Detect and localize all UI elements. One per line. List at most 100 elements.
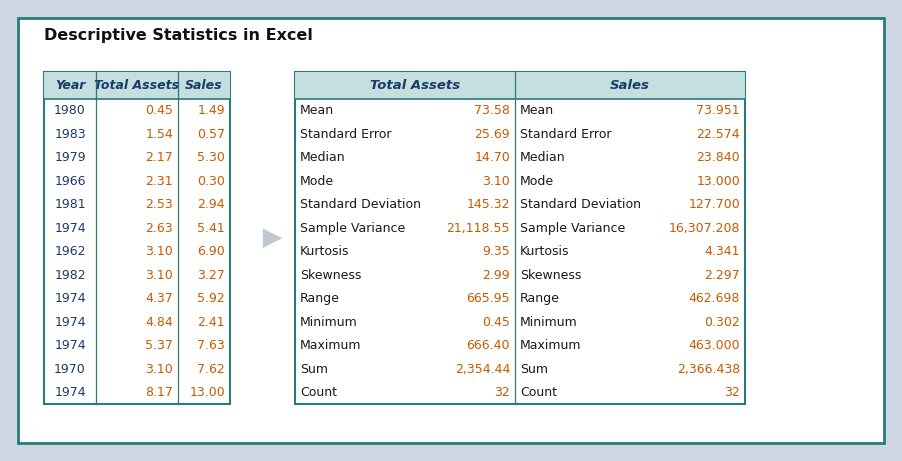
Text: 23.840: 23.840: [696, 151, 740, 164]
Text: 127.700: 127.700: [688, 198, 740, 211]
Text: 3.10: 3.10: [483, 175, 510, 188]
Text: 1.54: 1.54: [145, 128, 173, 141]
Text: Count: Count: [520, 386, 557, 399]
Text: 2,366.438: 2,366.438: [676, 363, 740, 376]
Text: 1966: 1966: [54, 175, 86, 188]
Text: 5.30: 5.30: [198, 151, 225, 164]
Text: Mode: Mode: [520, 175, 554, 188]
Text: 1974: 1974: [54, 386, 86, 399]
Text: 4.37: 4.37: [145, 292, 173, 305]
Text: 3.27: 3.27: [198, 269, 225, 282]
Text: 665.95: 665.95: [466, 292, 510, 305]
Text: 4.341: 4.341: [704, 245, 740, 258]
Text: 1974: 1974: [54, 292, 86, 305]
Text: 1981: 1981: [54, 198, 86, 211]
Text: 25.69: 25.69: [474, 128, 510, 141]
Text: Year: Year: [55, 79, 85, 92]
Text: 73.951: 73.951: [696, 104, 740, 117]
Text: Range: Range: [300, 292, 340, 305]
Text: Skewness: Skewness: [300, 269, 362, 282]
Text: Sales: Sales: [185, 79, 223, 92]
Text: Median: Median: [520, 151, 566, 164]
Text: 9.35: 9.35: [483, 245, 510, 258]
Text: Skewness: Skewness: [520, 269, 582, 282]
Text: 2.31: 2.31: [145, 175, 173, 188]
Text: Maximum: Maximum: [520, 339, 582, 352]
Text: 1962: 1962: [54, 245, 86, 258]
Bar: [44, 72, 230, 404]
Text: Total Assets: Total Assets: [95, 79, 179, 92]
Text: Standard Deviation: Standard Deviation: [300, 198, 421, 211]
Text: 1.49: 1.49: [198, 104, 225, 117]
Text: 3.10: 3.10: [145, 245, 173, 258]
Text: 0.57: 0.57: [197, 128, 225, 141]
Text: 2.297: 2.297: [704, 269, 740, 282]
Text: Standard Deviation: Standard Deviation: [520, 198, 641, 211]
Text: Sales: Sales: [610, 79, 650, 92]
Text: 1970: 1970: [54, 363, 86, 376]
Text: Mode: Mode: [300, 175, 334, 188]
Text: 1979: 1979: [54, 151, 86, 164]
Text: Range: Range: [520, 292, 560, 305]
Text: Total Assets: Total Assets: [370, 79, 460, 92]
Text: 73.58: 73.58: [474, 104, 510, 117]
Text: Minimum: Minimum: [520, 316, 578, 329]
Text: 2.41: 2.41: [198, 316, 225, 329]
Text: 14.70: 14.70: [474, 151, 510, 164]
Text: 145.32: 145.32: [466, 198, 510, 211]
Text: 0.30: 0.30: [198, 175, 225, 188]
Text: 6.90: 6.90: [198, 245, 225, 258]
Text: 21,118.55: 21,118.55: [446, 222, 510, 235]
Text: Kurtosis: Kurtosis: [300, 245, 349, 258]
Text: Minimum: Minimum: [300, 316, 358, 329]
Text: 0.45: 0.45: [145, 104, 173, 117]
Text: 3.10: 3.10: [145, 363, 173, 376]
Text: 5.37: 5.37: [145, 339, 173, 352]
Text: 666.40: 666.40: [466, 339, 510, 352]
Bar: [295, 72, 745, 404]
Text: 1974: 1974: [54, 222, 86, 235]
Text: 0.45: 0.45: [483, 316, 510, 329]
Text: Sum: Sum: [300, 363, 328, 376]
Text: 5.92: 5.92: [198, 292, 225, 305]
Text: 7.63: 7.63: [198, 339, 225, 352]
Text: 2.99: 2.99: [483, 269, 510, 282]
Text: 4.84: 4.84: [145, 316, 173, 329]
Bar: [295, 72, 745, 99]
Text: Mean: Mean: [300, 104, 334, 117]
Text: Count: Count: [300, 386, 337, 399]
Text: Sample Variance: Sample Variance: [300, 222, 405, 235]
Text: 16,307.208: 16,307.208: [668, 222, 740, 235]
Text: 462.698: 462.698: [688, 292, 740, 305]
Text: 13.000: 13.000: [696, 175, 740, 188]
Text: 5.41: 5.41: [198, 222, 225, 235]
Text: 2.53: 2.53: [145, 198, 173, 211]
Text: 1982: 1982: [54, 269, 86, 282]
Text: 22.574: 22.574: [696, 128, 740, 141]
Text: Standard Error: Standard Error: [300, 128, 391, 141]
Text: 8.17: 8.17: [145, 386, 173, 399]
Text: 2.63: 2.63: [145, 222, 173, 235]
Text: 1974: 1974: [54, 316, 86, 329]
Text: 463.000: 463.000: [688, 339, 740, 352]
Text: 2,354.44: 2,354.44: [455, 363, 510, 376]
Bar: [44, 72, 230, 99]
Text: Mean: Mean: [520, 104, 554, 117]
Text: Sum: Sum: [520, 363, 548, 376]
Text: Median: Median: [300, 151, 345, 164]
Text: Maximum: Maximum: [300, 339, 362, 352]
Text: 1980: 1980: [54, 104, 86, 117]
Text: 1974: 1974: [54, 339, 86, 352]
Text: 13.00: 13.00: [189, 386, 225, 399]
Text: 1983: 1983: [54, 128, 86, 141]
Text: 32: 32: [724, 386, 740, 399]
Text: 3.10: 3.10: [145, 269, 173, 282]
Text: Descriptive Statistics in Excel: Descriptive Statistics in Excel: [44, 28, 313, 43]
Text: 2.94: 2.94: [198, 198, 225, 211]
Text: 7.62: 7.62: [198, 363, 225, 376]
Text: 32: 32: [494, 386, 510, 399]
Text: Kurtosis: Kurtosis: [520, 245, 569, 258]
Text: Standard Error: Standard Error: [520, 128, 612, 141]
Text: Sample Variance: Sample Variance: [520, 222, 625, 235]
Text: 0.302: 0.302: [704, 316, 740, 329]
